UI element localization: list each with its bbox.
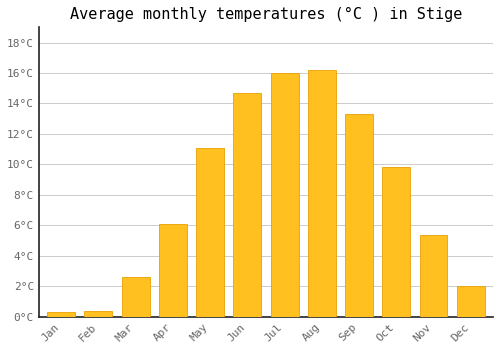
- Bar: [270, 73, 298, 317]
- Bar: [234, 93, 262, 317]
- Bar: [420, 234, 448, 317]
- Bar: [345, 114, 373, 317]
- Title: Average monthly temperatures (°C ) in Stige: Average monthly temperatures (°C ) in St…: [70, 7, 462, 22]
- Bar: [457, 286, 484, 317]
- Bar: [308, 70, 336, 317]
- Bar: [382, 168, 410, 317]
- Bar: [47, 312, 75, 317]
- Bar: [159, 224, 187, 317]
- Bar: [196, 148, 224, 317]
- Bar: [122, 277, 150, 317]
- Bar: [84, 311, 112, 317]
